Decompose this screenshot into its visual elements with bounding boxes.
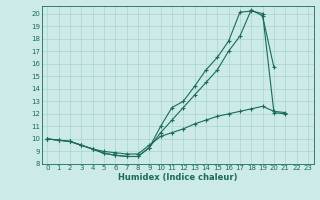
X-axis label: Humidex (Indice chaleur): Humidex (Indice chaleur) [118,173,237,182]
